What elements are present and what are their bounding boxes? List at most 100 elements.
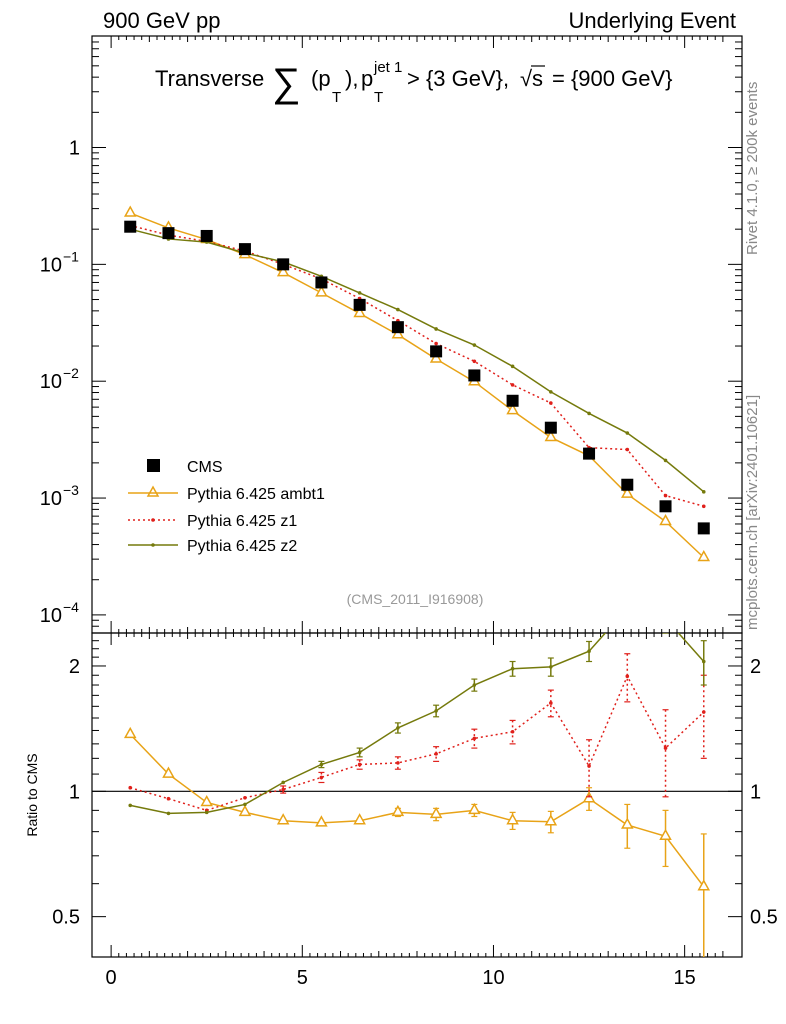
data-point bbox=[468, 802, 481, 815]
data-point bbox=[128, 803, 133, 808]
main-title: Transverse ∑ (p T ), p jet 1 T > {3 GeV}… bbox=[155, 59, 673, 106]
data-point bbox=[123, 726, 137, 739]
data-point bbox=[625, 431, 630, 435]
y-tick-label-base: 10 bbox=[40, 605, 62, 627]
data-point bbox=[238, 243, 251, 256]
y-tick-label-base: 10 bbox=[40, 254, 62, 276]
data-point bbox=[663, 746, 668, 750]
data-point bbox=[587, 649, 591, 654]
legend: CMS Pythia 6.425 ambt1 Pythia 6.425 z1 P… bbox=[128, 459, 325, 555]
data-point bbox=[391, 321, 404, 334]
data-point bbox=[549, 401, 553, 405]
data-point bbox=[510, 364, 515, 369]
data-point bbox=[510, 729, 515, 734]
data-point bbox=[396, 307, 400, 312]
ratio-panel-axes bbox=[91, 632, 743, 958]
data-point bbox=[701, 490, 706, 494]
title-s: s bbox=[532, 66, 543, 91]
data-point bbox=[319, 762, 324, 767]
y-tick-label-base: 10 bbox=[40, 371, 62, 393]
data-point bbox=[162, 227, 175, 240]
data-point bbox=[621, 817, 634, 829]
legend-marker-cms bbox=[147, 459, 160, 472]
x-tick-label: 5 bbox=[297, 967, 308, 989]
title-sub-t: T bbox=[332, 89, 341, 106]
data-point bbox=[697, 549, 711, 562]
data-point bbox=[663, 458, 668, 463]
series-line bbox=[130, 674, 705, 812]
data-point bbox=[701, 659, 706, 664]
ratio-frame bbox=[91, 632, 743, 958]
data-point bbox=[664, 617, 668, 621]
data-point bbox=[434, 341, 438, 346]
analysis-tag: (CMS_2011_I916908) bbox=[347, 591, 484, 607]
ratio-y-tick-label-right: 0.5 bbox=[750, 907, 778, 929]
data-point bbox=[544, 421, 557, 434]
series-line bbox=[129, 733, 705, 888]
data-point bbox=[621, 486, 634, 498]
data-point bbox=[472, 736, 477, 741]
data-point bbox=[166, 811, 171, 816]
data-point bbox=[701, 710, 706, 714]
data-point bbox=[281, 787, 285, 792]
data-point bbox=[200, 229, 213, 242]
legend-marker-z2 bbox=[151, 543, 155, 547]
header-right-label: Underlying Event bbox=[568, 8, 736, 33]
data-point bbox=[549, 390, 553, 394]
header-left-label: 900 GeV pp bbox=[103, 8, 221, 33]
data-point bbox=[625, 607, 629, 611]
data-point bbox=[583, 447, 596, 460]
title-sum-symbol: ∑ bbox=[272, 61, 301, 105]
data-point bbox=[204, 810, 209, 815]
title-cut: > {3 GeV}, bbox=[407, 66, 509, 91]
title-pt-open: (p bbox=[311, 66, 331, 91]
data-point bbox=[659, 513, 672, 526]
data-point bbox=[396, 761, 400, 765]
data-point bbox=[430, 345, 443, 358]
legend-marker-z1 bbox=[151, 518, 155, 522]
data-point bbox=[429, 806, 443, 819]
data-point bbox=[276, 265, 290, 277]
x-tick-label: 10 bbox=[482, 967, 504, 989]
data-point bbox=[544, 429, 558, 442]
ratio-panel-series bbox=[123, 607, 711, 957]
data-point bbox=[697, 879, 711, 891]
x-tick-label: 15 bbox=[674, 967, 696, 989]
legend-label-z2: Pythia 6.425 z2 bbox=[187, 538, 297, 555]
data-point bbox=[396, 726, 400, 730]
legend-label-z1: Pythia 6.425 z1 bbox=[187, 513, 297, 530]
data-point bbox=[625, 674, 630, 678]
data-point bbox=[587, 411, 591, 416]
data-point bbox=[434, 752, 438, 756]
data-point bbox=[659, 500, 672, 513]
y-tick-label-exponent: −3 bbox=[63, 482, 79, 498]
data-point bbox=[124, 220, 137, 233]
data-point bbox=[353, 305, 366, 318]
data-point bbox=[468, 369, 481, 382]
data-point bbox=[472, 359, 477, 364]
data-point bbox=[625, 447, 630, 452]
data-point bbox=[510, 383, 515, 387]
data-point bbox=[506, 813, 519, 825]
title-energy: = {900 GeV} bbox=[552, 66, 673, 91]
ratio-y-tick-label-left: 2 bbox=[69, 656, 80, 678]
title-sub-t2: T bbox=[374, 89, 383, 106]
data-point bbox=[166, 796, 171, 801]
y-tick-label-base: 1 bbox=[69, 138, 80, 160]
legend-label-cms: CMS bbox=[187, 459, 223, 476]
data-point bbox=[391, 804, 405, 817]
data-point bbox=[663, 493, 668, 498]
data-point bbox=[353, 298, 366, 311]
data-point bbox=[123, 205, 137, 217]
data-point bbox=[162, 766, 175, 778]
data-point bbox=[697, 522, 710, 535]
data-point bbox=[357, 291, 362, 295]
data-point bbox=[391, 327, 405, 339]
data-point bbox=[506, 403, 519, 415]
y-tick-label-exponent: −4 bbox=[63, 599, 79, 615]
legend-marker-ambt1 bbox=[146, 485, 160, 497]
title-pt-close: ), bbox=[345, 66, 358, 91]
data-point bbox=[357, 750, 362, 755]
title-prefix: Transverse bbox=[155, 66, 264, 91]
